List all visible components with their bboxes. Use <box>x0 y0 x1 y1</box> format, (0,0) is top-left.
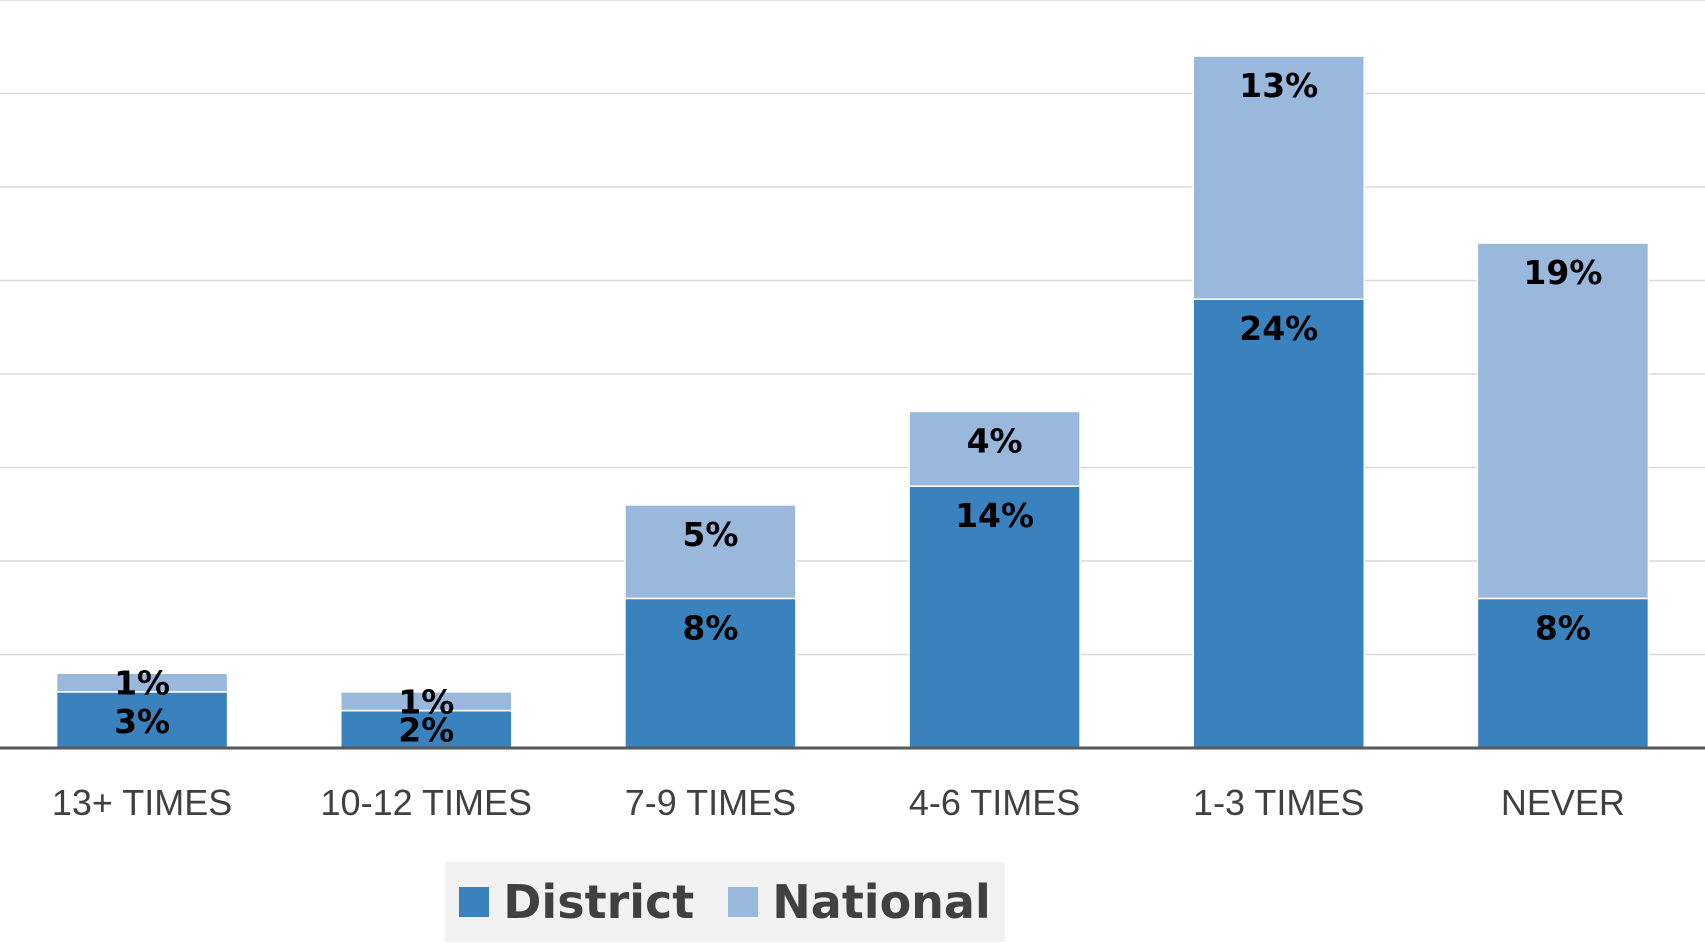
bar-district-3[interactable] <box>908 485 1081 749</box>
bar-district-2[interactable] <box>624 597 797 749</box>
data-label-national-1: 1% <box>398 682 454 721</box>
bars <box>55 55 1650 749</box>
bar-national-2[interactable] <box>624 504 797 600</box>
bar-national-5[interactable] <box>1476 242 1650 600</box>
data-label-district-0: 3% <box>114 702 170 741</box>
data-label-national-3: 4% <box>967 421 1023 460</box>
category-label-1: 10-12 TIMES <box>321 782 532 823</box>
bar-national-0[interactable] <box>55 672 229 693</box>
legend-item-national[interactable]: National <box>728 875 991 929</box>
bar-district-4[interactable] <box>1192 298 1365 749</box>
legend: District National <box>445 862 1005 942</box>
category-labels: 13+ TIMES 10-12 TIMES 7-9 TIMES 4-6 TIMES 1-… <box>52 782 1625 823</box>
category-label-5: NEVER <box>1501 782 1625 823</box>
category-label-2: 7-9 TIMES <box>625 782 796 823</box>
legend-swatch-district <box>459 887 490 917</box>
legend-label-national: National <box>772 875 991 929</box>
legend-label-district: District <box>503 875 695 929</box>
data-label-national-5: 19% <box>1523 253 1602 292</box>
data-labels: 3%1%2%1%8%5% 14%4%24%13%8%19% <box>114 66 1602 749</box>
gridlines <box>0 0 1705 656</box>
data-label-national-2: 5% <box>682 515 738 554</box>
legend-item-district[interactable]: District <box>459 875 694 929</box>
bar-national-4[interactable] <box>1192 55 1365 300</box>
bar-national-3[interactable] <box>908 410 1081 487</box>
data-label-district-5: 8% <box>1535 608 1591 647</box>
legend-swatch-national <box>728 887 759 917</box>
data-label-district-3: 14% <box>955 496 1034 535</box>
category-label-3: 4-6 TIMES <box>909 782 1080 823</box>
category-label-4: 1-3 TIMES <box>1193 782 1364 823</box>
bar-national-1[interactable] <box>340 691 513 712</box>
bar-district-5[interactable] <box>1476 597 1650 749</box>
data-label-district-4: 24% <box>1239 309 1318 348</box>
data-label-district-2: 8% <box>682 608 738 647</box>
data-label-national-0: 1% <box>114 664 170 703</box>
data-label-district-1: 2% <box>398 710 454 749</box>
data-label-national-4: 13% <box>1239 66 1318 105</box>
category-label-0: 13+ TIMES <box>52 782 232 823</box>
